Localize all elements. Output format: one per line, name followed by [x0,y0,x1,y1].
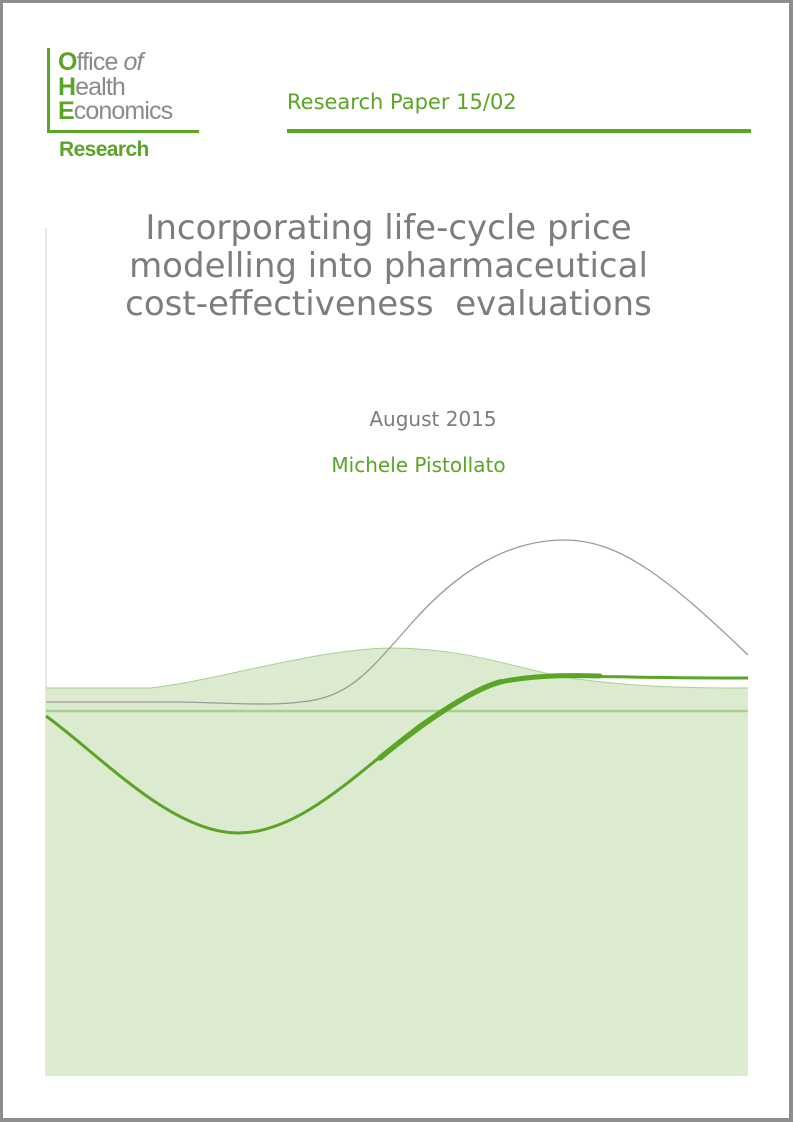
logo-text-office: ffice [76,48,119,76]
publication-date: August 2015 [369,407,497,431]
logo-horizontal-bar [47,130,199,133]
logo-initial-h: H [58,73,76,101]
logo-text-of: of [123,48,144,76]
page-title: Incorporating life-cycle price modelling… [63,209,714,323]
logo-initial-e: E [58,97,75,125]
logo-initial-o: O [58,48,77,76]
title-line-1: Incorporating life-cycle price [145,208,632,248]
author-name: Michele Pistollato [331,453,506,477]
logo-research-label: Research [59,138,149,161]
illustration-grey-curve [46,539,749,705]
logo-line-economics: Economics [58,97,173,125]
logo-text-economics: conomics [73,97,173,125]
title-line-2: modelling into pharmaceutical [129,246,648,286]
illustration-green-curve-thick-segment [377,679,503,761]
logo-line-health: Health [58,73,126,101]
illustration-green-area [46,648,748,1076]
logo-vertical-bar [47,48,50,133]
illustration-green-curve-top-segment [497,673,603,685]
logo-line-office-of: Office of [58,48,144,76]
series-label: Research Paper 15/02 [287,90,517,114]
title-line-3: cost-effectiveness evaluations [125,284,652,324]
series-rule [287,129,751,133]
logo-text-health: ealth [75,73,126,101]
illustration-area-edge [46,647,749,689]
